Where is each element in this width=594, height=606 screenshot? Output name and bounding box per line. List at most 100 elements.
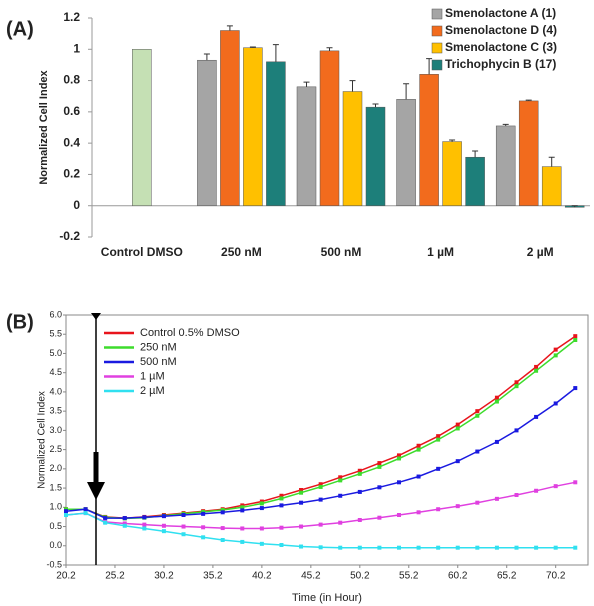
x-tick-label: 20.2	[56, 571, 76, 582]
bar	[296, 86, 317, 206]
point	[201, 535, 206, 540]
x-axis-title: Time (in Hour)	[292, 592, 362, 604]
y-tick-label: 3.5	[49, 406, 62, 416]
error-bar	[303, 81, 310, 87]
error-bar	[226, 25, 233, 31]
point	[436, 507, 441, 512]
legend-swatch	[431, 42, 443, 54]
point	[553, 401, 558, 406]
arrow-head	[87, 482, 105, 500]
point	[142, 526, 147, 531]
point	[455, 459, 460, 464]
point	[299, 524, 304, 529]
point	[396, 480, 401, 485]
point	[338, 493, 343, 498]
point	[573, 338, 578, 342]
point	[436, 466, 441, 471]
point	[338, 520, 343, 525]
point	[201, 525, 206, 530]
x-tick-label: 50.2	[350, 571, 370, 582]
point	[357, 545, 362, 550]
bar	[396, 99, 416, 206]
x-tick-label: 1 µM	[427, 245, 454, 259]
point	[475, 409, 480, 414]
point	[534, 488, 539, 493]
point	[357, 468, 362, 473]
plot-frame	[65, 314, 589, 566]
y-tick-label: 0.8	[63, 73, 80, 87]
y-tick-label: 2.5	[49, 444, 62, 454]
point	[103, 516, 108, 521]
point	[514, 428, 519, 433]
point	[436, 545, 441, 550]
point	[259, 501, 264, 506]
x-tick-label: 35.2	[203, 571, 223, 582]
point	[475, 449, 480, 454]
point	[240, 526, 245, 531]
point	[201, 511, 206, 516]
point	[494, 399, 499, 404]
point	[299, 488, 304, 492]
bar	[132, 49, 152, 206]
bar	[220, 30, 240, 206]
point	[181, 513, 186, 517]
point	[142, 515, 147, 520]
legend-label: Smenolactone D (4)	[445, 23, 557, 37]
point	[64, 509, 68, 514]
legend-swatch	[431, 25, 443, 37]
series-line	[65, 481, 576, 530]
y-tick-label: -0.2	[59, 229, 80, 243]
point	[475, 413, 480, 418]
error-bar	[249, 46, 256, 48]
y-tick-label: 1.2	[63, 10, 80, 24]
point	[103, 520, 108, 525]
point	[338, 545, 343, 550]
point	[122, 521, 127, 526]
y-tick-label: 4.5	[49, 367, 62, 377]
point	[455, 422, 460, 427]
legend-label: 2 µM	[140, 385, 165, 397]
point	[396, 513, 401, 517]
point	[377, 515, 382, 520]
point	[259, 541, 264, 546]
point	[514, 384, 519, 389]
bar	[197, 59, 217, 206]
point	[220, 510, 225, 515]
point	[181, 524, 186, 529]
point	[534, 368, 539, 373]
point	[240, 505, 245, 510]
point	[299, 544, 304, 549]
point	[279, 543, 284, 547]
point	[220, 508, 225, 512]
x-tick-label: 25.2	[105, 571, 125, 582]
legend-swatch	[431, 59, 443, 71]
y-tick-label: 0.0	[49, 540, 62, 550]
y-tick-label: 0.2	[63, 167, 80, 181]
y-tick-label: 0.6	[63, 104, 80, 118]
point	[436, 434, 441, 439]
panel-label: (B)	[6, 311, 34, 333]
point	[475, 545, 480, 550]
point	[357, 471, 362, 476]
legend-label: 1 µM	[140, 370, 165, 382]
point	[436, 437, 441, 442]
y-tick-label: 6.0	[49, 309, 62, 319]
point	[573, 386, 578, 391]
y-tick-label: 0	[73, 198, 80, 212]
point	[259, 526, 264, 531]
bar	[518, 100, 539, 206]
panel-label: (A)	[6, 18, 34, 40]
legend-label: 250 nM	[140, 341, 177, 353]
error-bar	[548, 156, 555, 167]
point	[553, 353, 558, 358]
error-bar	[272, 44, 279, 62]
point	[396, 545, 401, 550]
x-tick-label: 2 µM	[527, 245, 554, 259]
point	[161, 514, 166, 519]
point	[122, 516, 127, 521]
y-tick-label: 1.5	[49, 482, 62, 492]
y-tick-label: 0.4	[63, 135, 80, 149]
bar	[342, 91, 363, 206]
y-tick-label: 3.0	[49, 425, 62, 435]
y-tick-label: 5.0	[49, 348, 62, 358]
